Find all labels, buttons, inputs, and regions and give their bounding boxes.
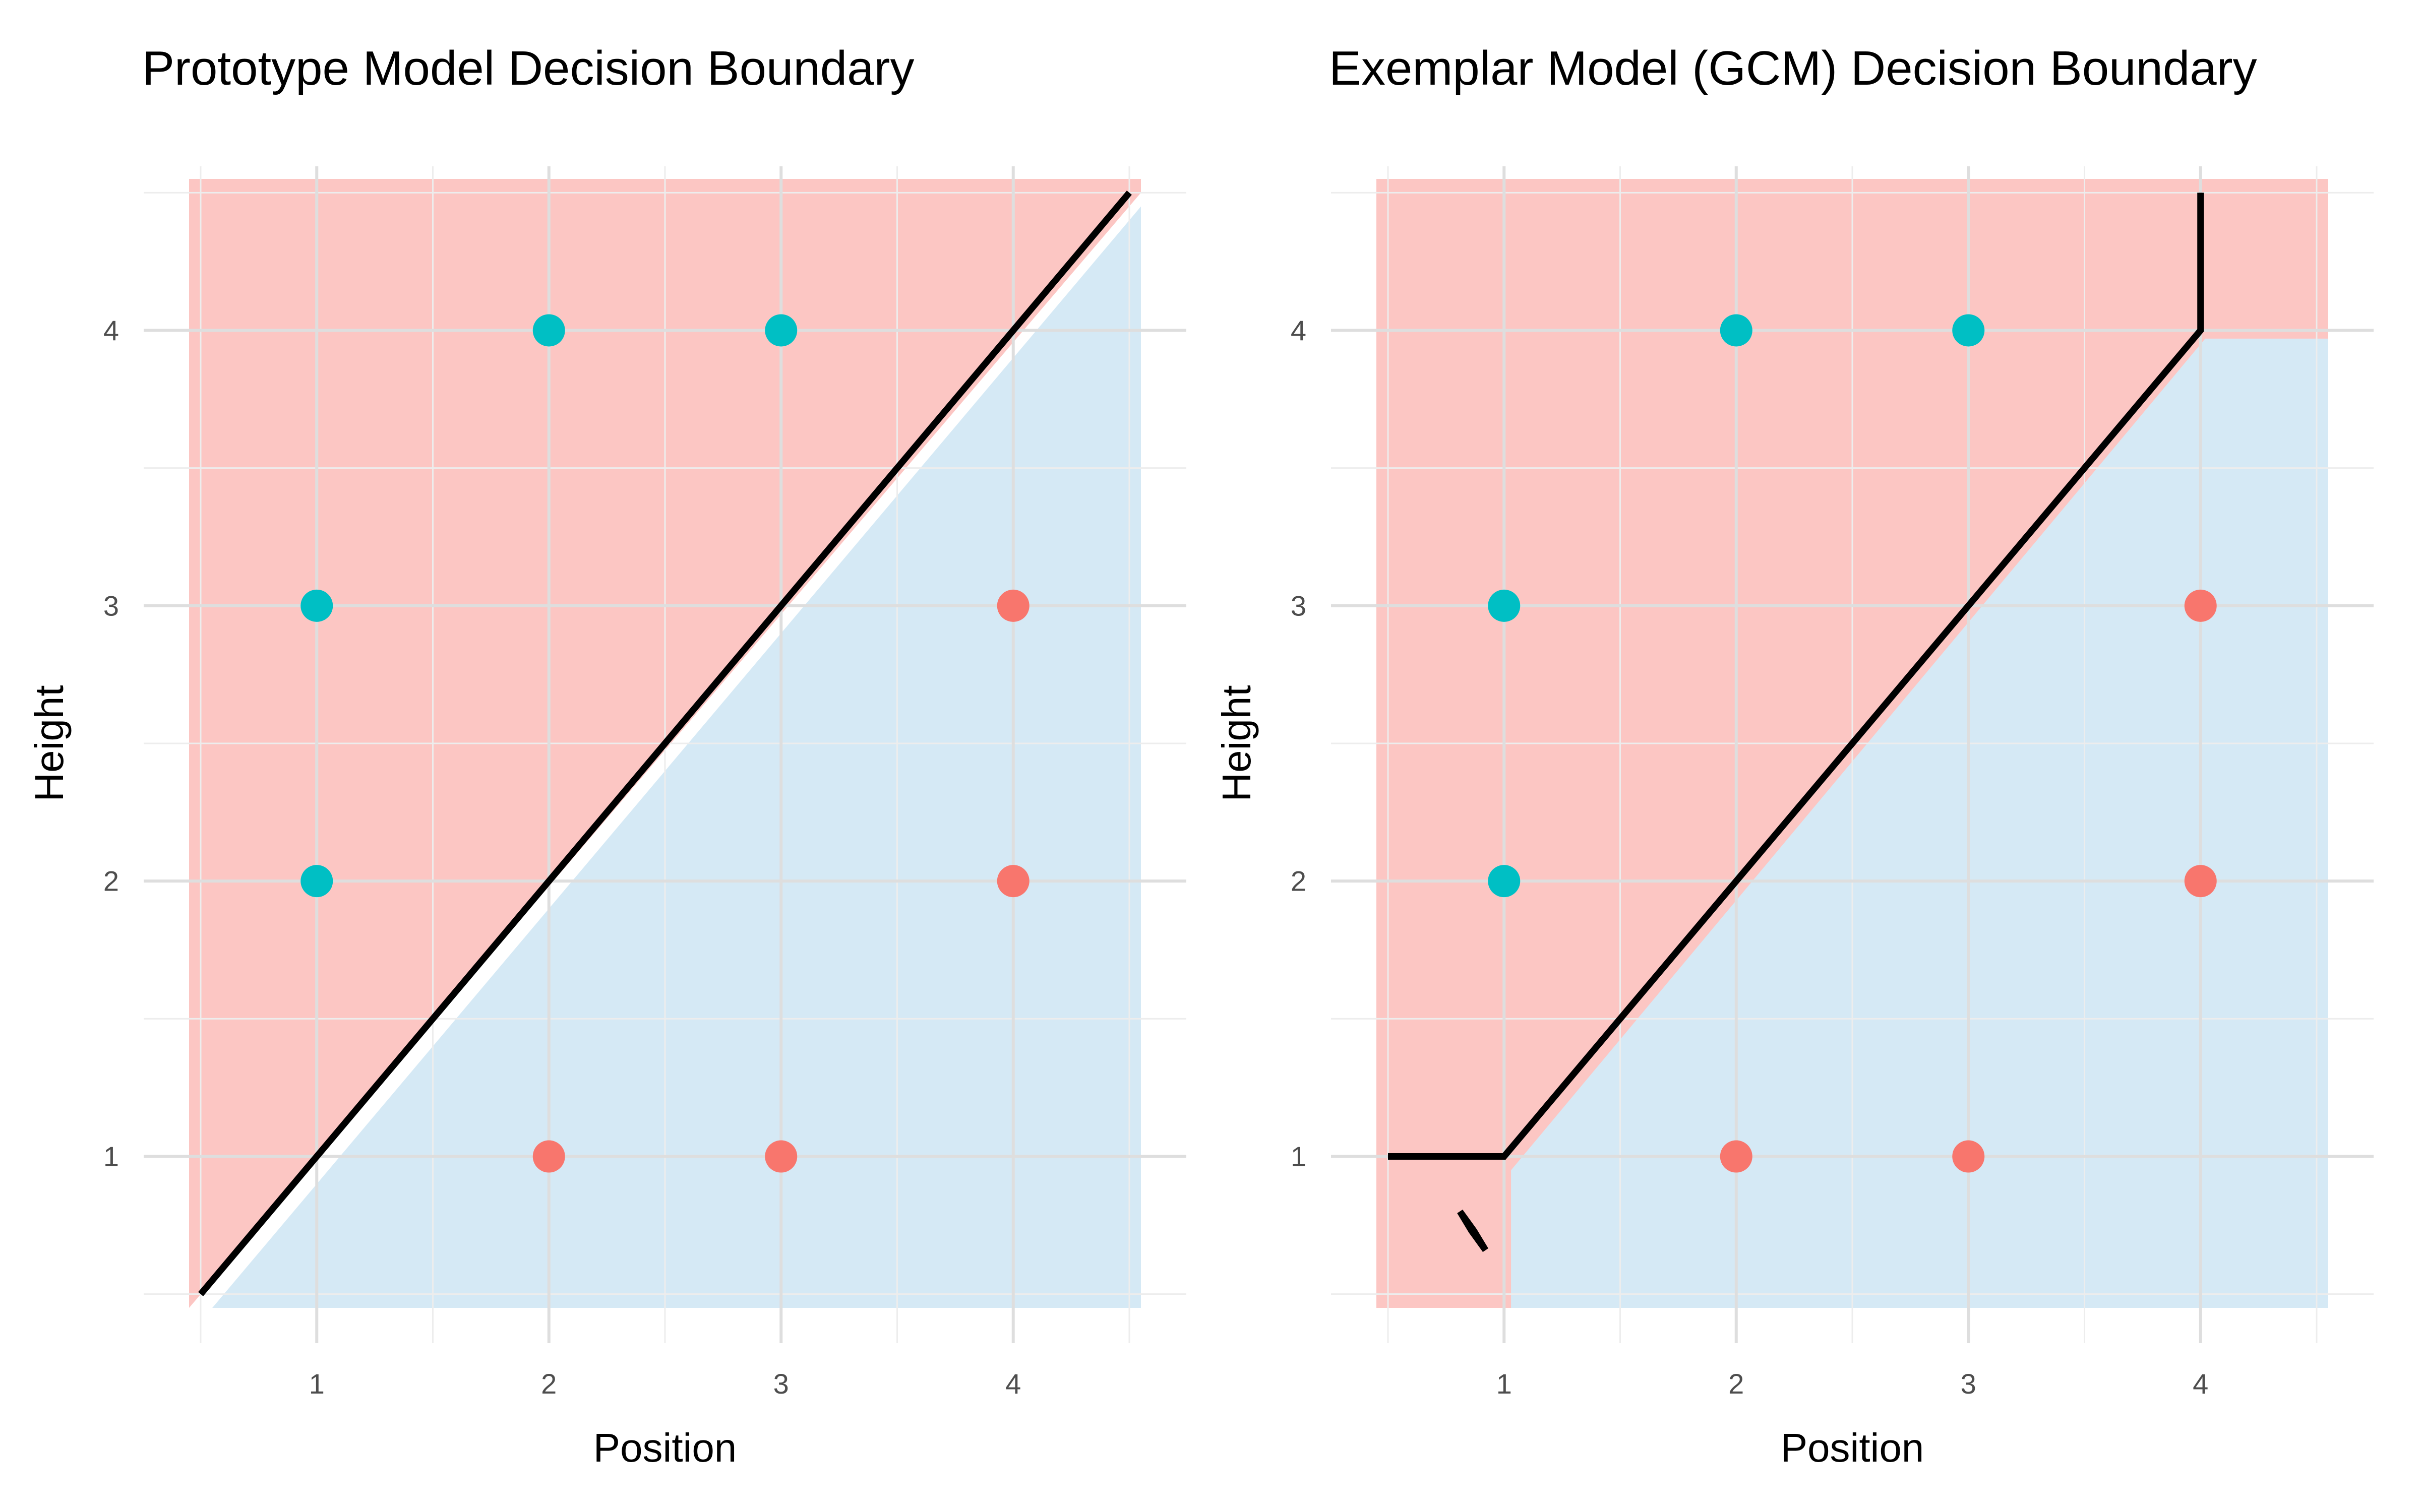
y-tick-label: 3 (103, 590, 119, 621)
point-category-b (765, 314, 798, 347)
point-category-a (1952, 1140, 1985, 1173)
x-axis-label: Position (1781, 1425, 1924, 1470)
prototype-panel: 1 2 3 4 1 2 3 4 Prototype Model Decision Boundar… (27, 41, 1186, 1470)
point-category-b (1952, 314, 1985, 347)
point-category-b (300, 589, 333, 622)
diamond-marker (1457, 1209, 1488, 1252)
point-category-b (1720, 314, 1752, 347)
region-category-b (201, 206, 1141, 1308)
y-tick-label: 1 (1291, 1141, 1306, 1172)
y-axis-label: Height (27, 685, 72, 801)
point-category-a (2184, 865, 2217, 898)
point-category-a (532, 1140, 565, 1173)
point-category-b (532, 314, 565, 347)
x-tick-label: 2 (1728, 1368, 1744, 1400)
y-tick-label: 2 (1291, 865, 1306, 897)
point-category-b (300, 865, 333, 898)
x-tick-label: 4 (2193, 1368, 2208, 1400)
x-tick-label: 1 (1496, 1368, 1512, 1400)
point-category-a (997, 865, 1030, 898)
point-category-a (997, 589, 1030, 622)
y-tick-label: 3 (1291, 590, 1306, 621)
x-tick-label: 3 (773, 1368, 789, 1400)
y-tick-label: 2 (103, 865, 119, 897)
exemplar-panel: 1 2 3 4 1 2 3 4 Exemplar Model (GCM) Decision Bo… (1214, 41, 2374, 1470)
y-tick-label: 4 (1291, 314, 1306, 346)
point-category-a (2184, 589, 2217, 622)
decision-boundary-line (198, 191, 1132, 1296)
point-category-a (1720, 1140, 1752, 1173)
y-axis-label: Height (1214, 685, 1259, 801)
chart-title: Prototype Model Decision Boundary (142, 41, 915, 95)
decision-boundary-line (1388, 193, 2204, 1160)
point-category-b (1488, 589, 1521, 622)
x-tick-label: 2 (541, 1368, 557, 1400)
x-tick-label: 4 (1005, 1368, 1021, 1400)
point-category-a (765, 1140, 798, 1173)
point-category-b (1488, 865, 1521, 898)
region-category-b (1511, 338, 2328, 1308)
y-tick-label: 4 (103, 314, 119, 346)
x-tick-label: 3 (1961, 1368, 1976, 1400)
chart-title: Exemplar Model (GCM) Decision Boundary (1329, 41, 2257, 95)
y-tick-label: 1 (103, 1141, 119, 1172)
x-tick-label: 1 (309, 1368, 325, 1400)
x-axis-label: Position (593, 1425, 737, 1470)
